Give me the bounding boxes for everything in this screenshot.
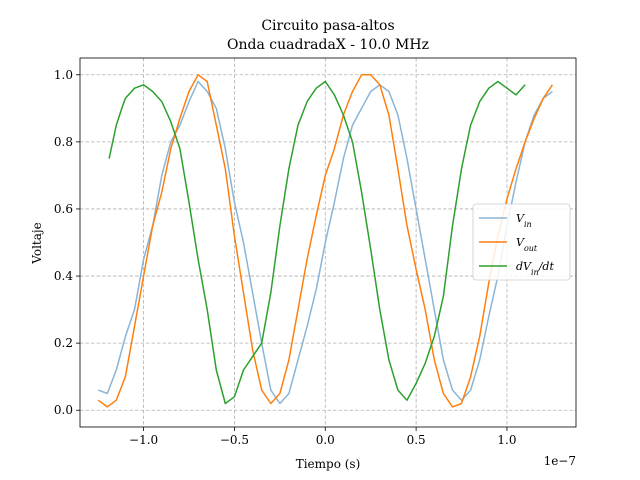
axes-border <box>79 57 577 428</box>
y-tick-label: 0.0 <box>54 403 73 417</box>
y-tick-label: 0.2 <box>54 336 73 350</box>
series-lines <box>97 74 554 408</box>
series-line-vout <box>97 74 554 408</box>
legend-box <box>472 203 571 281</box>
x-offset-label: 1e−7 <box>544 454 576 468</box>
x-tick-label: −0.5 <box>220 433 249 447</box>
x-axis-label: Tiempo (s) <box>296 457 361 471</box>
legend: Vin Vout dVin/dt <box>472 203 571 281</box>
axes-frame <box>79 57 577 428</box>
y-tick-label: 0.8 <box>54 135 73 149</box>
y-tick-label: 0.6 <box>54 202 73 216</box>
chart-title-line1: Circuito pasa-altos <box>261 18 394 34</box>
chart-title-line2: Onda cuadradaX - 10.0 MHz <box>227 37 429 53</box>
legend-label: dVin/dt <box>516 260 554 277</box>
legend-label: Vin <box>516 212 532 229</box>
series-line-dvindt <box>108 80 526 405</box>
x-tick-label: 0.0 <box>316 433 335 447</box>
y-tick-label: 1.0 <box>54 68 73 82</box>
y-tick-label: 0.4 <box>54 269 73 283</box>
tick-marks <box>76 74 508 431</box>
legend-label: Vout <box>516 236 538 253</box>
x-tick-label: 1.0 <box>497 433 516 447</box>
x-tick-label: 0.5 <box>407 433 426 447</box>
x-tick-label: −1.0 <box>129 433 158 447</box>
y-axis-label: Voltaje <box>30 222 44 264</box>
